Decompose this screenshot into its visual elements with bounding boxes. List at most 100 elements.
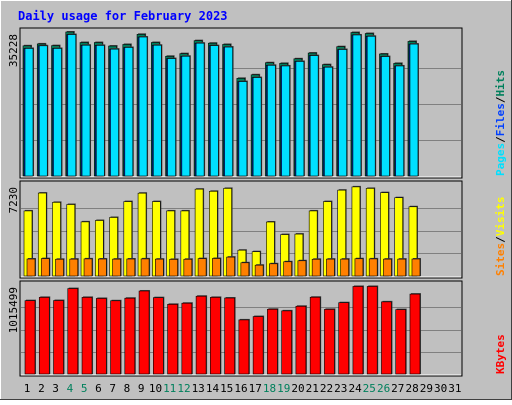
pages-bar — [53, 48, 62, 177]
pages-bar — [81, 44, 91, 177]
sites-bar — [397, 258, 407, 277]
x-tick-label-day-23: 23 — [334, 382, 347, 395]
sites-bar — [254, 264, 264, 277]
x-tick-label-day-17: 17 — [249, 382, 262, 395]
y-axis-max-label: 7230 — [7, 187, 20, 214]
kbytes-bar — [110, 300, 121, 375]
pages-bar — [138, 36, 148, 177]
sites-bar — [311, 258, 321, 277]
panel-kbytes: 1015499 KBytes — [7, 280, 507, 377]
x-tick-label-day-8: 8 — [124, 382, 131, 395]
kbytes-bar — [67, 288, 79, 375]
sites-bar — [97, 258, 107, 277]
y-axis-max-label: 1015499 — [7, 287, 20, 333]
x-tick-label-day-24: 24 — [348, 382, 362, 395]
x-tick-label-day-5: 5 — [81, 382, 88, 395]
pages-bar — [324, 66, 333, 177]
x-tick-label-day-10: 10 — [149, 382, 162, 395]
pages-bar — [181, 55, 191, 177]
legend-kbytes: KBytes — [494, 334, 507, 374]
legend-separator: / — [494, 96, 507, 103]
x-tick-label-day-28: 28 — [405, 382, 418, 395]
kbytes-bar — [238, 319, 250, 375]
kbytes-bar — [53, 300, 64, 375]
sites-bar — [83, 258, 93, 277]
kbytes-bar — [281, 310, 292, 375]
sites-bar — [126, 258, 136, 277]
kbytes-bar — [295, 305, 307, 375]
x-tick-label-day-30: 30 — [434, 382, 447, 395]
legend-sites: Sites — [494, 243, 507, 276]
sites-bar — [226, 256, 235, 277]
sites-bar — [55, 258, 64, 277]
kbytes-bar — [309, 296, 321, 375]
kbytes-bar — [167, 304, 178, 375]
legend-separator: / — [494, 136, 507, 143]
x-tick-label-day-19: 19 — [277, 382, 290, 395]
sites-bar — [283, 261, 292, 277]
pages-bar — [195, 42, 205, 177]
kbytes-bar — [153, 297, 164, 375]
sites-bar — [269, 263, 278, 277]
sites-bar — [326, 258, 335, 277]
pages-bar — [409, 43, 419, 177]
kbytes-bar — [24, 300, 36, 375]
x-tick-label-day-9: 9 — [138, 382, 145, 395]
sites-bar — [368, 258, 378, 277]
sites-bar — [155, 258, 164, 277]
x-tick-label-day-20: 20 — [291, 382, 304, 395]
panel-border — [19, 280, 463, 377]
pages-bar — [295, 61, 305, 177]
pages-bar — [24, 48, 34, 177]
kbytes-bar — [138, 290, 150, 375]
legend-visits: Visits — [494, 197, 507, 237]
sites-bar — [297, 260, 307, 277]
sites-bar — [40, 258, 50, 277]
kbytes-bar — [38, 297, 50, 375]
pages-bar — [252, 77, 262, 177]
pages-bar — [38, 45, 48, 177]
x-axis-day-labels: 1 2 3 4 5 6 7 8 9 10 11 12 13 14 15 16 17 18 19 20 21 22 23 24 2… — [24, 382, 462, 395]
sites-bar — [411, 258, 421, 277]
kbytes-bar — [366, 286, 378, 375]
sites-bar — [140, 258, 150, 277]
x-tick-label-day-26: 26 — [377, 382, 390, 395]
x-tick-label-day-3: 3 — [52, 382, 59, 395]
x-tick-label-day-18: 18 — [263, 382, 276, 395]
pages-bar — [95, 45, 105, 177]
legend-files: Files — [494, 103, 507, 136]
pages-bar — [352, 34, 362, 177]
sites-bar — [183, 258, 193, 277]
kbytes-bar — [124, 297, 136, 375]
pages-bar — [238, 81, 248, 177]
x-tick-label-day-4: 4 — [67, 382, 74, 395]
pages-bar — [67, 34, 77, 177]
kbytes-bar — [395, 309, 407, 375]
x-tick-label-day-1: 1 — [24, 382, 31, 395]
x-tick-label-day-7: 7 — [109, 382, 116, 395]
kbytes-bar — [381, 301, 392, 375]
kbytes-bar — [95, 298, 107, 375]
legend-pages: Pages — [494, 143, 507, 176]
kbytes-bar — [224, 297, 235, 375]
pages-bar — [167, 58, 176, 177]
sites-bar — [197, 258, 207, 277]
panel-legend: Pages/Files/Hits — [494, 70, 507, 176]
panel-border — [19, 180, 463, 279]
x-tick-label-day-12: 12 — [177, 382, 190, 395]
panel-visits_sites: 7230 Sites/Visits — [7, 180, 507, 279]
x-tick-label-day-6: 6 — [95, 382, 102, 395]
pages-bar — [381, 56, 390, 177]
x-tick-label-day-16: 16 — [234, 382, 247, 395]
kbytes-bar — [81, 297, 93, 375]
pages-bar — [338, 49, 347, 177]
panel-legend: KBytes — [494, 334, 507, 374]
x-tick-label-day-29: 29 — [420, 382, 433, 395]
kbytes-bar — [409, 293, 421, 375]
x-tick-label-day-21: 21 — [306, 382, 319, 395]
kbytes-bar — [252, 316, 264, 375]
chart-title: Daily usage for February 2023 — [18, 9, 228, 23]
